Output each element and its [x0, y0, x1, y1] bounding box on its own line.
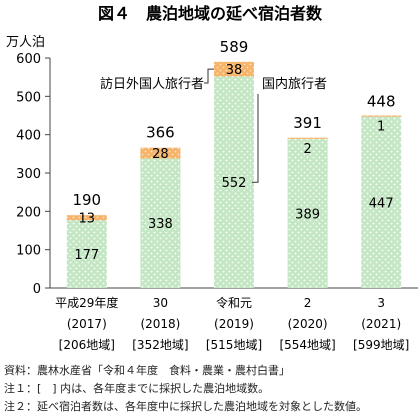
- x-category-regions: [352地域]: [132, 338, 188, 352]
- domestic-value-label: 389: [295, 207, 320, 222]
- domestic-value-label: 447: [369, 196, 394, 211]
- bar-domestic: [287, 138, 328, 288]
- bar-domestic: [140, 158, 181, 288]
- y-tick-label: 0: [33, 282, 41, 297]
- bar-foreign: [66, 215, 107, 221]
- total-value-label: 448: [367, 92, 396, 110]
- x-category-year: (2020): [288, 317, 328, 331]
- x-category-regions: [599地域]: [353, 338, 409, 352]
- x-category-label: 3: [377, 296, 385, 310]
- foreign-value-label: 2: [303, 142, 311, 157]
- callout-domestic-label: 国内旅行者: [262, 76, 327, 92]
- bar-foreign: [361, 115, 402, 117]
- y-tick-label: 400: [16, 129, 41, 144]
- note-source: 資料：農林水産省「令和４年度 食料・農業・農村白書」: [4, 364, 290, 377]
- y-tick-label: 500: [16, 90, 41, 105]
- bar-foreign: [140, 147, 181, 159]
- bar-domestic: [66, 220, 107, 288]
- x-category-label: 平成29年度: [55, 295, 118, 310]
- x-category-year: (2017): [67, 317, 107, 331]
- y-tick-label: 100: [16, 244, 41, 259]
- domestic-value-label: 338: [148, 217, 173, 232]
- domestic-value-label: 552: [222, 176, 247, 191]
- chart-notes: 資料：農林水産省「令和４年度 食料・農業・農村白書」 注１：[ ] 内は、各年度…: [4, 362, 418, 416]
- callout-foreign-leader: [204, 68, 214, 84]
- callout-domestic-leader: [252, 94, 259, 183]
- total-value-label: 190: [72, 191, 101, 209]
- total-value-label: 589: [220, 38, 249, 56]
- x-category-year: (2021): [361, 317, 401, 331]
- x-category-regions: [554地域]: [279, 338, 335, 352]
- foreign-value-label: 1: [377, 120, 385, 135]
- foreign-value-label: 38: [226, 63, 243, 78]
- bar-foreign: [287, 137, 328, 139]
- total-value-label: 391: [293, 114, 322, 132]
- x-category-label: 2: [304, 296, 312, 310]
- note-1: 注１：[ ] 内は、各年度までに採択した農泊地域数。: [4, 382, 270, 395]
- total-value-label: 366: [146, 124, 175, 142]
- x-category-regions: [206地域]: [59, 338, 115, 352]
- x-category-label: 令和元: [216, 295, 252, 310]
- x-category-regions: [515地域]: [206, 338, 262, 352]
- bar-domestic: [361, 116, 402, 289]
- callout-foreign-label: 訪日外国人旅行者: [100, 76, 204, 92]
- y-tick-label: 300: [16, 167, 41, 182]
- chart-title: 図４ 農泊地域の延べ宿泊者数: [98, 4, 323, 23]
- x-category-label: 30: [153, 296, 168, 310]
- foreign-value-label: 13: [79, 212, 96, 227]
- note-2: 注２：延べ宿泊者数は、各年度中に採択した農泊地域を対象とした数値。: [4, 400, 367, 413]
- foreign-value-label: 28: [152, 147, 169, 162]
- x-category-year: (2019): [214, 317, 254, 331]
- domestic-value-label: 177: [74, 248, 99, 263]
- y-tick-label: 600: [16, 52, 41, 67]
- bar-domestic: [214, 76, 254, 289]
- y-tick-label: 200: [16, 205, 41, 220]
- y-axis-unit: 万人泊: [6, 35, 45, 50]
- x-category-year: (2018): [140, 317, 180, 331]
- bar-chart: 図４ 農泊地域の延べ宿泊者数 万人泊 0 100 200 300 400 500 600 1…: [6, 4, 418, 352]
- bar-foreign: [214, 61, 254, 77]
